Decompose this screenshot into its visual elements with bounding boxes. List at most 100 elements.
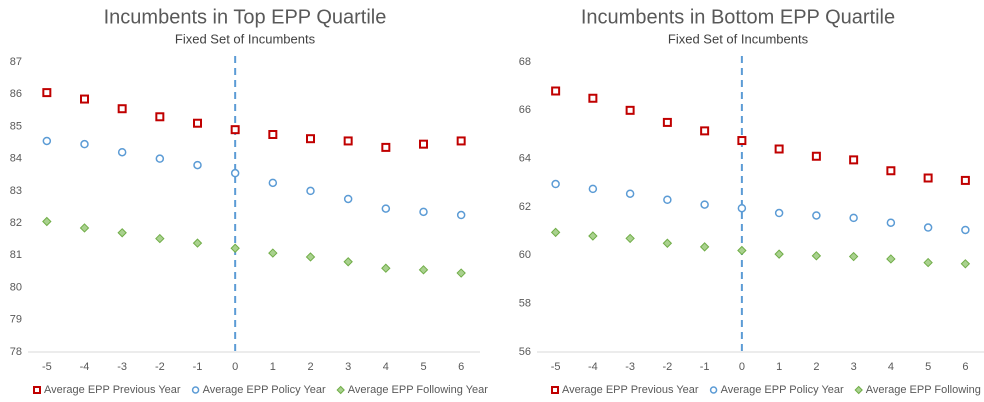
marker-circle [923, 223, 933, 232]
marker-square [849, 155, 859, 165]
marker-diamond [336, 385, 345, 395]
marker-diamond [305, 252, 316, 262]
marker-square [923, 173, 933, 183]
legend-label: Average EPP Policy Year [203, 384, 326, 396]
marker-square [42, 88, 52, 98]
x-tick-label: -4 [80, 361, 90, 373]
marker-diamond [42, 216, 52, 227]
x-tick-label: 6 [962, 361, 968, 373]
marker-diamond [550, 227, 561, 238]
marker-circle [80, 139, 89, 149]
marker-square [551, 386, 559, 394]
x-tick-label: -3 [625, 361, 635, 373]
chart-subtitle: Fixed Set of Incumbents [668, 31, 809, 46]
y-tick-label: 68 [519, 56, 531, 68]
marker-circle [456, 210, 466, 220]
x-tick-label: 5 [420, 361, 426, 373]
y-tick-label: 84 [10, 153, 22, 165]
marker-diamond [155, 233, 165, 244]
legend-label: Average EPP Following Year [348, 384, 489, 396]
marker-circle [419, 207, 428, 217]
y-tick-label: 81 [10, 249, 22, 261]
marker-diamond [774, 249, 784, 259]
x-tick-label: 1 [270, 361, 276, 373]
y-tick-label: 85 [10, 120, 22, 132]
marker-circle [306, 186, 315, 196]
y-tick-label: 62 [519, 201, 531, 213]
x-tick-label: 3 [345, 361, 351, 373]
marker-diamond [381, 263, 391, 273]
marker-square [737, 136, 747, 146]
marker-square [588, 93, 598, 103]
x-tick-label: -3 [117, 361, 127, 373]
marker-square [80, 94, 89, 104]
marker-square [343, 136, 353, 146]
marker-circle [625, 189, 635, 198]
y-tick-label: 66 [519, 104, 531, 116]
marker-circle [961, 225, 970, 235]
y-tick-label: 64 [519, 153, 531, 165]
marker-diamond [268, 248, 278, 258]
marker-square [419, 139, 428, 149]
marker-square [960, 175, 970, 185]
marker-diamond [117, 228, 127, 238]
legend-label: Average EPP Previous Year [562, 384, 699, 396]
marker-circle [849, 213, 858, 223]
marker-diamond [960, 259, 971, 269]
y-tick-label: 60 [519, 249, 531, 261]
y-tick-label: 78 [10, 346, 22, 358]
marker-diamond [854, 385, 863, 395]
marker-diamond [418, 265, 429, 275]
chart-title: Incumbents in Top EPP Quartile [104, 6, 387, 28]
y-tick-label: 82 [10, 217, 22, 229]
legend-label: Average EPP Policy Year [721, 384, 844, 396]
y-tick-label: 87 [10, 56, 22, 68]
x-tick-label: 0 [232, 361, 238, 373]
marker-diamond [230, 243, 240, 253]
y-tick-label: 56 [519, 346, 531, 358]
marker-diamond [923, 257, 933, 268]
legend-label: Average EPP Previous Year [44, 384, 181, 396]
marker-circle [191, 386, 200, 394]
x-tick-label: 2 [813, 361, 819, 373]
x-tick-label: -1 [700, 361, 710, 373]
marker-diamond [737, 245, 747, 256]
x-tick-label: 5 [925, 361, 931, 373]
marker-square [230, 125, 240, 135]
marker-square [306, 134, 315, 144]
marker-square [551, 86, 561, 96]
y-tick-label: 79 [10, 314, 22, 326]
marker-diamond [79, 223, 90, 233]
marker-diamond [625, 233, 635, 244]
marker-square [700, 126, 710, 136]
marker-diamond [811, 251, 822, 261]
x-tick-label: 0 [739, 361, 745, 373]
x-tick-label: -2 [662, 361, 672, 373]
marker-circle [774, 208, 784, 218]
x-tick-label: 3 [851, 361, 857, 373]
y-tick-label: 58 [519, 298, 531, 310]
marker-circle [268, 178, 278, 188]
x-tick-label: -5 [42, 361, 52, 373]
y-tick-label: 86 [10, 88, 22, 100]
x-tick-label: 1 [776, 361, 782, 373]
marker-circle [117, 147, 127, 157]
marker-circle [886, 218, 896, 227]
marker-circle [812, 211, 821, 220]
marker-circle [155, 154, 165, 163]
marker-diamond [588, 231, 598, 241]
legend-label: Average EPP Following Year [866, 384, 984, 396]
marker-square [381, 142, 391, 152]
marker-circle [42, 136, 52, 146]
y-tick-label: 80 [10, 281, 22, 293]
marker-square [268, 130, 278, 139]
marker-circle [230, 168, 240, 178]
x-tick-label: -5 [551, 361, 561, 373]
marker-circle [663, 195, 672, 204]
marker-square [33, 386, 41, 394]
marker-square [811, 151, 821, 161]
x-tick-label: -2 [155, 361, 165, 373]
marker-square [774, 144, 784, 154]
marker-circle [551, 179, 560, 189]
